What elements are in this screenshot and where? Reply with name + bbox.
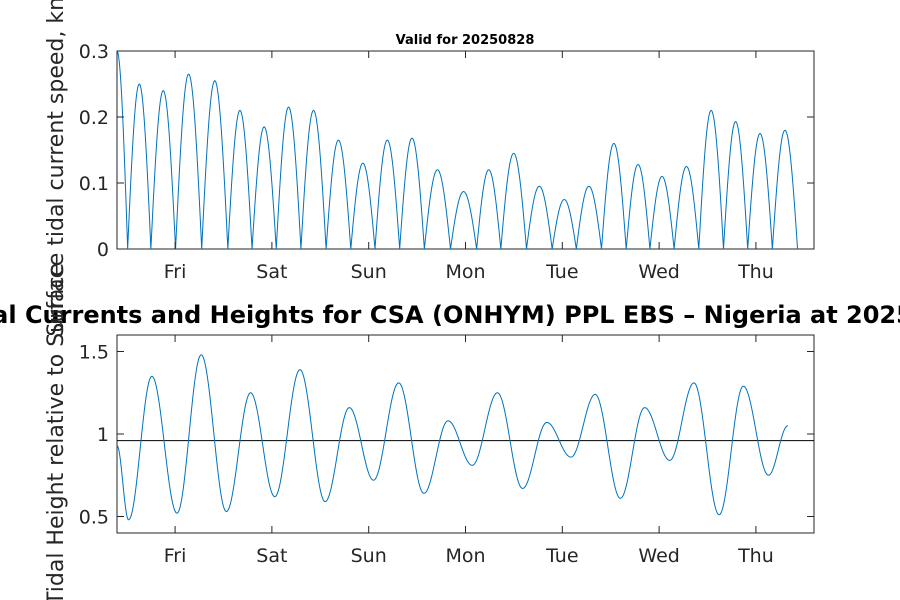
current-speed-ytick-label: 0 — [97, 239, 109, 261]
tidal-height-xtick-label: Tue — [545, 545, 578, 567]
tidal-height-plot-box — [116, 334, 815, 534]
current-speed-axes: 0 0.1 0.2 0.3 Fri Sat Sun Mon Tue Wed Thu — [79, 41, 815, 283]
current-speed-xtick-label: Mon — [445, 261, 485, 283]
tidal-height-ytick-label: 0.5 — [79, 507, 109, 529]
current-speed-plot-box — [116, 50, 815, 250]
current-speed-ytick-label: 0.1 — [79, 173, 109, 195]
current-speed-xtick-label: Thu — [737, 261, 774, 283]
current-speed-xtick-label: Fri — [164, 261, 187, 283]
tidal-height-ytick-label: 1.5 — [79, 342, 109, 364]
tidal-height-series-line — [116, 354, 788, 521]
current-speed-ytick-label: 0.3 — [79, 41, 109, 63]
current-speed-xtick-label: Sun — [351, 261, 387, 283]
valid-date-title: Valid for 20250828 — [396, 33, 535, 48]
tidal-height-xtick-label: Mon — [445, 545, 485, 567]
current-speed-ylabel: Surface tidal current speed, knots — [44, 0, 69, 337]
current-speed-xtick-label: Wed — [638, 261, 679, 283]
tidal-height-axes: 0.5 1 1.5 Fri Sat Sun Mon Tue Wed Thu — [79, 334, 815, 567]
tidal-height-xtick-label: Wed — [638, 545, 679, 567]
current-speed-xtick-label: Sat — [256, 261, 287, 283]
current-speed-series-line — [116, 50, 799, 250]
current-speed-ytick-label: 0.2 — [79, 107, 109, 129]
tidal-height-xtick-label: Sat — [256, 545, 287, 567]
tidal-height-ytick-label: 1 — [97, 424, 109, 446]
tidal-height-ylabel: Tidal Height relative to Surface — [44, 263, 69, 600]
tidal-height-xtick-label: Fri — [164, 545, 187, 567]
main-figure-title: Tidal Currents and Heights for CSA (ONHY… — [0, 301, 900, 329]
tidal-height-xtick-label: Thu — [737, 545, 774, 567]
tidal-height-xtick-label: Sun — [351, 545, 387, 567]
current-speed-xtick-label: Tue — [545, 261, 578, 283]
